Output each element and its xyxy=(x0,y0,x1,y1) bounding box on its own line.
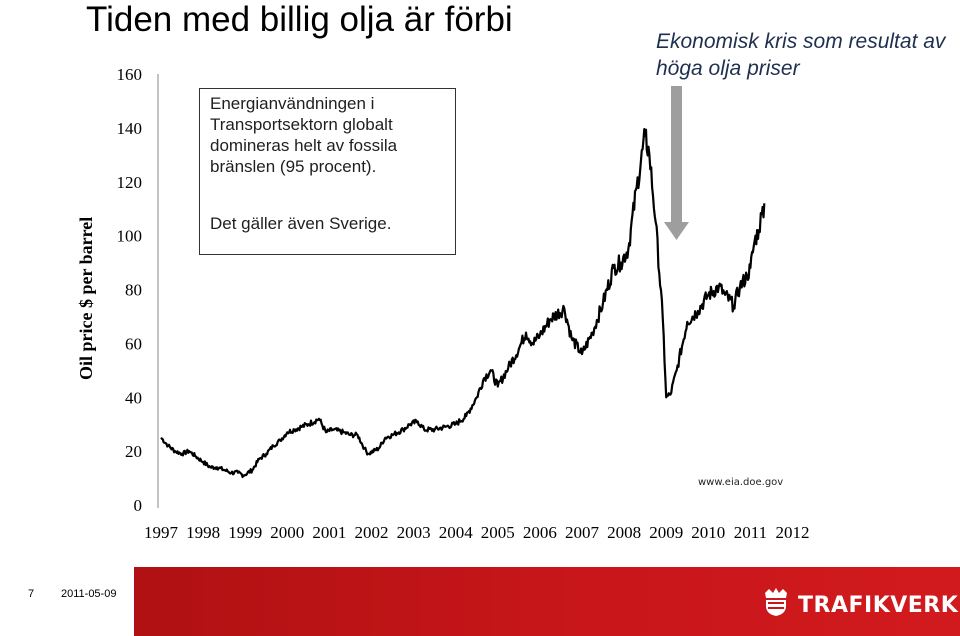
x-tick-label: 2012 xyxy=(776,523,810,542)
slide-title: Tiden med billig olja är förbi xyxy=(86,0,513,39)
x-tick-labels: 1997 1998 1999 2000 2001 2002 2003 2004 2005 2006… xyxy=(144,523,810,542)
crown-shield-icon xyxy=(765,588,787,616)
y-tick-labels: 0 20 40 60 80 100 120 140 160 xyxy=(117,65,143,515)
x-tick-label: 2005 xyxy=(481,523,515,542)
footer-info-panel: 7 2011-05-09 xyxy=(0,567,134,636)
source-label: www.eia.doe.gov xyxy=(698,477,784,488)
x-tick-label: 2002 xyxy=(355,523,389,542)
y-tick-label: 80 xyxy=(125,281,142,300)
crisis-callout: Ekonomisk kris som resultat av höga olja… xyxy=(656,30,946,80)
y-tick-label: 160 xyxy=(117,65,143,84)
x-tick-label: 2008 xyxy=(607,523,641,542)
down-arrow-icon xyxy=(664,86,689,240)
x-tick-label: 2011 xyxy=(734,523,767,542)
y-tick-label: 100 xyxy=(117,227,143,246)
y-tick-label: 140 xyxy=(117,119,143,138)
x-tick-label: 1998 xyxy=(186,523,220,542)
y-tick-label: 120 xyxy=(117,173,143,192)
y-tick-label: 0 xyxy=(134,496,143,515)
x-tick-label: 1997 xyxy=(144,523,179,542)
slide-date: 2011-05-09 xyxy=(61,588,117,600)
annotation-text-energy: Energianvändningen i Transportsektorn gl… xyxy=(210,94,398,176)
x-tick-label: 2007 xyxy=(565,523,600,542)
y-tick-label: 20 xyxy=(125,442,142,461)
trafikverket-logo: TRAFIKVERKET xyxy=(798,593,960,618)
x-tick-label: 2010 xyxy=(691,523,725,542)
x-tick-label: 2004 xyxy=(439,523,474,542)
oil-price-series-line xyxy=(160,128,766,479)
x-tick-label: 2009 xyxy=(649,523,683,542)
annotation-box: Energianvändningen i Transportsektorn gl… xyxy=(199,88,456,255)
x-tick-label: 1999 xyxy=(228,523,262,542)
x-tick-label: 2006 xyxy=(523,523,557,542)
y-axis-label: Oil price $ per barrel xyxy=(76,216,96,380)
page-number: 7 xyxy=(28,588,35,600)
y-tick-label: 60 xyxy=(125,334,142,353)
annotation-text-sweden: Det gäller även Sverige. xyxy=(210,214,392,233)
x-tick-label: 2001 xyxy=(312,523,346,542)
x-tick-label: 2000 xyxy=(270,523,304,542)
x-tick-label: 2003 xyxy=(397,523,431,542)
footer-bar: 7 2011-05-09 TRAFIKVERKET xyxy=(0,567,960,636)
y-tick-label: 40 xyxy=(125,388,142,407)
